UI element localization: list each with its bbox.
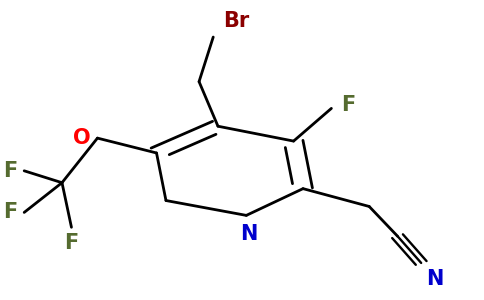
Text: F: F: [3, 161, 17, 181]
Text: F: F: [64, 233, 78, 253]
Text: N: N: [240, 224, 257, 244]
Text: Br: Br: [223, 11, 249, 31]
Text: F: F: [341, 95, 355, 116]
Text: F: F: [3, 202, 17, 222]
Text: O: O: [73, 128, 91, 148]
Text: N: N: [426, 269, 443, 289]
